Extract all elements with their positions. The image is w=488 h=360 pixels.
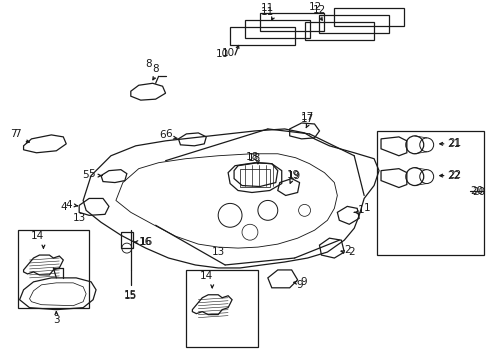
Text: 8: 8	[152, 64, 159, 75]
Text: 8: 8	[145, 59, 152, 69]
Text: 5: 5	[88, 168, 94, 179]
Text: 5: 5	[81, 170, 88, 180]
Text: 7: 7	[14, 129, 21, 139]
Text: 22: 22	[447, 170, 460, 180]
Text: 4: 4	[60, 202, 66, 212]
Text: 10: 10	[221, 49, 234, 58]
Bar	[18, 230, 89, 308]
Text: 10: 10	[215, 49, 228, 59]
Text: 1: 1	[357, 205, 364, 215]
Text: 15: 15	[124, 290, 137, 300]
Bar	[240, 168, 269, 186]
Text: 14: 14	[199, 271, 212, 281]
Text: 2: 2	[347, 247, 354, 257]
Text: 18: 18	[248, 153, 261, 163]
Text: 13: 13	[72, 213, 85, 223]
Text: 21: 21	[446, 139, 459, 149]
Text: 11: 11	[261, 7, 274, 17]
Bar	[121, 232, 133, 248]
Text: 7: 7	[10, 129, 17, 139]
Text: 9: 9	[300, 277, 306, 287]
Text: 22: 22	[446, 171, 459, 181]
Text: 15: 15	[124, 291, 137, 301]
Text: 14: 14	[31, 231, 44, 241]
Text: 18: 18	[245, 152, 258, 162]
Text: 21: 21	[447, 138, 460, 148]
Text: 2: 2	[343, 245, 350, 255]
Text: 6: 6	[159, 130, 165, 140]
Polygon shape	[380, 168, 406, 188]
Text: 19: 19	[286, 170, 300, 180]
Text: 11: 11	[261, 3, 274, 13]
Text: 20: 20	[471, 188, 484, 198]
Text: 3: 3	[53, 315, 60, 325]
Bar	[376, 131, 483, 255]
Polygon shape	[380, 137, 406, 156]
Text: 12: 12	[312, 5, 325, 15]
Text: 13: 13	[211, 247, 224, 257]
Text: 12: 12	[308, 2, 322, 12]
Text: 16: 16	[140, 237, 153, 247]
Text: 9: 9	[296, 280, 302, 290]
Bar	[186, 270, 257, 347]
Text: 1: 1	[363, 203, 370, 213]
Text: 20: 20	[469, 185, 482, 195]
Text: 17: 17	[300, 114, 313, 124]
Text: 6: 6	[165, 129, 171, 139]
Text: 16: 16	[139, 237, 152, 247]
Text: 4: 4	[66, 201, 72, 210]
Text: 19: 19	[287, 171, 301, 181]
Text: 17: 17	[300, 112, 313, 122]
